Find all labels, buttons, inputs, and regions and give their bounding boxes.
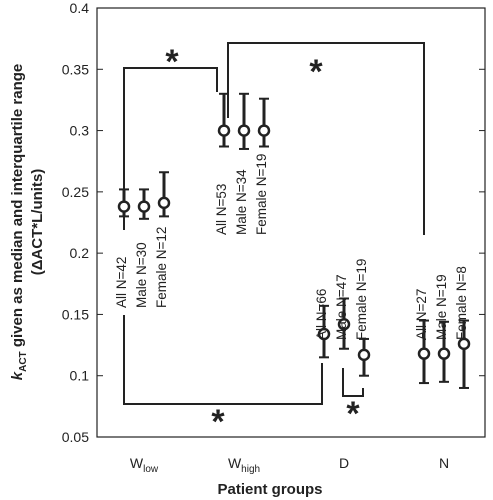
median <box>217 124 231 137</box>
y-axis-title-line2: (ΔACT*L/units) <box>29 169 46 276</box>
median <box>257 124 271 137</box>
category: W <box>228 455 242 471</box>
x-tick-label: Whigh <box>228 455 260 475</box>
median <box>237 124 251 137</box>
y-symbol: k <box>9 371 26 380</box>
plot-frame <box>96 7 486 438</box>
x-tick-label: Wlow <box>130 455 159 475</box>
median <box>157 196 171 210</box>
y-tick-label: 0.1 <box>70 368 90 384</box>
y-tick-label: 0.3 <box>70 123 90 139</box>
category-subscript: low <box>143 464 159 475</box>
bracket <box>227 42 425 235</box>
median <box>117 200 131 213</box>
median <box>337 317 351 331</box>
category: W <box>130 455 144 471</box>
group-label: Female N=12 <box>154 227 169 308</box>
group-label: Male N=34 <box>234 169 249 235</box>
x-axis-title: Patient groups <box>217 481 322 498</box>
median <box>137 200 151 213</box>
y-tick-label: 0.15 <box>62 306 89 322</box>
group-label: Female N=19 <box>354 259 369 340</box>
y-subscript: ACT <box>18 351 29 372</box>
y-tick-label: 0.25 <box>62 184 89 200</box>
significance-star: * <box>165 43 179 81</box>
y-tick-label: 0.2 <box>70 245 90 261</box>
group-label: All N=42 <box>114 257 129 308</box>
group-label: Male N=47 <box>334 274 349 340</box>
bracket <box>342 368 364 397</box>
group-label: All N=66 <box>314 289 329 340</box>
median <box>437 347 451 360</box>
y-axis-title: kACT given as median and interquartile r… <box>9 64 29 380</box>
bracket <box>123 315 323 405</box>
median <box>457 337 471 351</box>
category: D <box>339 455 349 471</box>
bracket <box>123 67 218 230</box>
group-label: Male N=19 <box>434 274 449 340</box>
y-tick-label: 0.05 <box>62 429 89 445</box>
group-label: All N=53 <box>214 184 229 235</box>
median <box>417 347 431 360</box>
y-title-text: given as median and interquartile range <box>9 64 26 352</box>
category: N <box>439 455 449 471</box>
y-tick-label: 0.4 <box>70 0 90 16</box>
x-tick-label: N <box>439 455 449 471</box>
median <box>357 348 371 362</box>
group-label: All N=27 <box>414 289 429 340</box>
category-subscript: high <box>241 464 260 475</box>
group-label: Female N=19 <box>254 154 269 235</box>
significance-star: * <box>309 53 323 91</box>
y-tick-label: 0.35 <box>62 61 89 77</box>
significance-star: * <box>211 403 225 441</box>
median <box>317 327 331 341</box>
significance-star: * <box>346 395 360 433</box>
group-label: Male N=30 <box>134 242 149 308</box>
x-tick-label: D <box>339 455 349 471</box>
group-label: Female N=8 <box>454 266 469 340</box>
